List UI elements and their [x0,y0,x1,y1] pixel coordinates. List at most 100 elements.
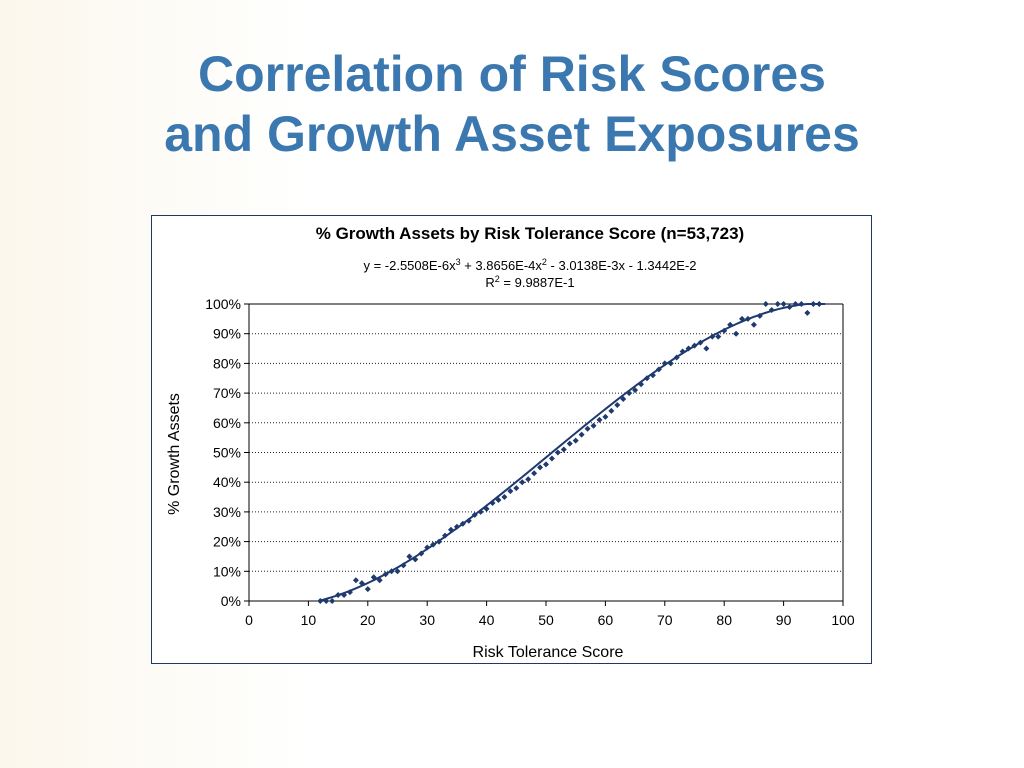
data-point [459,520,466,527]
data-point [346,589,353,596]
y-tick-labels: 0% 10% 20% 30% 40% 50% 60% 70% 80% 90% 100% [205,296,241,609]
slide-title-line-2: and Growth Asset Exposures [164,106,860,162]
data-point [495,497,502,504]
data-point [394,568,401,575]
x-tick-label: 60 [598,612,614,628]
data-point [750,321,757,328]
scatter-chart: % Growth Assets by Risk Tolerance Score … [166,224,855,661]
x-tick-label: 80 [716,612,732,628]
x-tick-label: 90 [776,612,792,628]
data-point [364,586,371,593]
data-point [406,553,413,560]
data-point [572,437,579,444]
data-point [560,446,567,453]
x-tick-label: 20 [360,612,376,628]
y-tick-label: 0% [221,593,241,609]
data-point [810,301,817,307]
x-tick-label: 100 [831,612,855,628]
data-point [792,301,799,307]
data-point [489,499,496,506]
r-squared: R2 = 9.9887E-1 [485,274,574,290]
data-point [352,577,359,584]
data-point [590,422,597,429]
data-point [661,360,668,367]
data-point [655,366,662,373]
data-point [739,315,746,322]
data-point [620,396,627,403]
slide-title-line-1: Correlation of Risk Scores [198,46,826,102]
data-point [774,301,781,307]
y-tick-label: 50% [213,445,241,461]
data-point [358,580,365,587]
data-point [537,464,544,471]
data-point [673,354,680,361]
data-point [703,345,710,352]
r-squared-prefix: R [485,275,494,290]
x-axis-label: Risk Tolerance Score [473,644,624,661]
data-point [584,425,591,432]
data-point [513,485,520,492]
data-point [804,309,811,316]
data-point [756,312,763,319]
y-tick-label: 100% [205,296,241,312]
y-tick-label: 90% [213,326,241,342]
chart-frame: % Growth Assets by Risk Tolerance Score … [151,215,872,664]
y-tick-label: 70% [213,385,241,401]
data-point [602,413,609,420]
data-point [679,348,686,355]
y-tick-label: 40% [213,474,241,490]
equation-sup-3: 3 [456,257,461,267]
data-point [317,598,324,604]
x-tick-label: 40 [479,612,495,628]
data-point [548,455,555,462]
x-tick-label: 30 [419,612,435,628]
y-tick-label: 60% [213,415,241,431]
data-point [507,488,514,495]
slide-title: Correlation of Risk Scores and Growth As… [0,44,1024,164]
data-point [519,479,526,486]
data-point [447,526,454,533]
data-point [412,556,419,563]
data-point [596,416,603,423]
data-point [780,301,787,307]
data-point [370,574,377,581]
data-point [697,339,704,346]
data-point [685,345,692,352]
data-point [400,562,407,569]
data-point [453,523,460,530]
x-tick-label: 50 [538,612,554,628]
gridlines [249,303,843,572]
data-point [733,330,740,337]
data-point [566,440,573,447]
data-point [691,342,698,349]
data-point [638,381,645,388]
data-points [317,301,823,604]
equation-mid: + 3.8656E-4x [461,258,543,273]
data-point [543,461,549,468]
data-point [483,505,490,512]
r-squared-rest: = 9.9887E-1 [500,275,575,290]
data-point [614,401,621,408]
y-tick-label: 30% [213,504,241,520]
data-point [471,511,478,518]
y-tick-label: 10% [213,563,241,579]
data-point [626,390,633,397]
data-point [667,360,674,367]
data-point [477,508,484,515]
y-axis-label: % Growth Assets [166,393,183,515]
data-point [341,592,348,599]
x-tick-labels: 0 10 20 30 40 50 60 70 80 90 100 [245,612,855,628]
data-point [578,431,585,438]
equation-prefix: y = -2.5508E-6x [363,258,456,273]
y-tick-label: 80% [213,355,241,371]
data-point [608,407,615,414]
data-point [709,333,716,340]
data-point [768,306,775,313]
data-point [643,375,650,382]
data-point [335,592,342,599]
trendline-equation: y = -2.5508E-6x3 + 3.8656E-4x2 - 3.0138E… [363,257,696,273]
data-point [382,571,389,578]
data-point [786,303,793,310]
equation-sup-2: 2 [542,257,547,267]
data-point [388,568,395,575]
